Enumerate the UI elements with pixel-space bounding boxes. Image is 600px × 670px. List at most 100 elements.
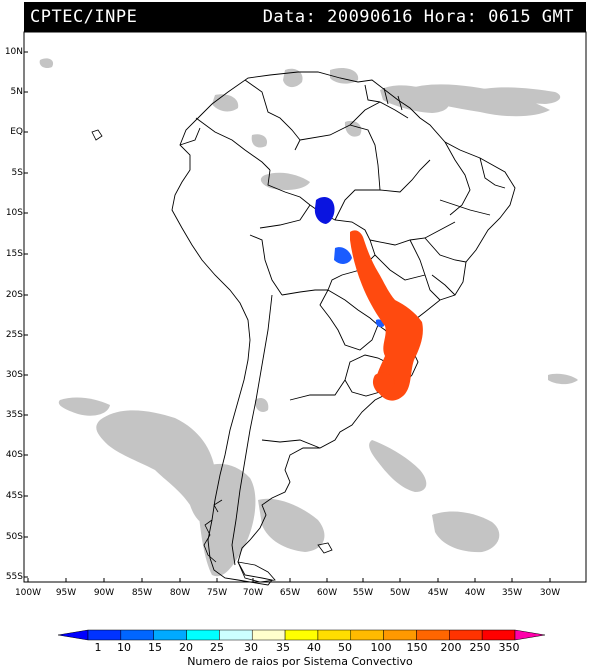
lat-label: 55S xyxy=(5,572,23,582)
lon-label: 35W xyxy=(501,588,523,598)
cloud-amazon xyxy=(260,172,310,190)
border-chile-argentina xyxy=(231,294,273,566)
legend-value: 10 xyxy=(117,641,131,654)
legend-value: 250 xyxy=(469,641,491,654)
border-peru-brazil xyxy=(267,169,311,206)
islands xyxy=(91,129,333,583)
legend-swatch xyxy=(350,629,384,641)
cloud-west-amazon xyxy=(251,134,268,148)
border-brazil-states-2 xyxy=(369,221,456,246)
cloud-patch-2 xyxy=(344,120,362,137)
border-brazil-states-4 xyxy=(374,254,426,281)
border-brazil-states-12 xyxy=(259,204,311,229)
map-header: CPTEC/INPE Data: 20090616 Hora: 0615 GMT xyxy=(24,2,586,32)
border-paraguay xyxy=(319,289,379,351)
legend-swatch xyxy=(87,629,122,641)
cloud-patch-1 xyxy=(254,398,269,412)
lat-label: 15S xyxy=(5,249,23,259)
lon-label: 50W xyxy=(389,588,411,598)
legend-swatch xyxy=(57,629,89,641)
lon-label: 70W xyxy=(242,588,264,598)
legend-swatch xyxy=(317,629,352,641)
axis-ticks xyxy=(24,51,551,582)
border-brazil-states-7 xyxy=(479,157,506,189)
border-guianas xyxy=(364,84,403,111)
legend-value: 30 xyxy=(244,641,258,654)
cloud-cover xyxy=(39,58,578,577)
legend-value: 350 xyxy=(498,641,520,654)
cloud-atlantic-east xyxy=(478,87,561,104)
agency-title: CPTEC/INPE xyxy=(30,7,138,27)
map-frame xyxy=(23,31,587,583)
legend-value: 50 xyxy=(338,641,352,654)
legend-value: 15 xyxy=(148,641,162,654)
lat-label: 5S xyxy=(11,168,23,178)
border-bolivia-south xyxy=(281,289,328,296)
lat-label: 10N xyxy=(4,47,23,57)
legend-swatch xyxy=(186,629,220,641)
legend-value: 25 xyxy=(210,641,224,654)
lat-label: 40S xyxy=(5,450,23,460)
legend-title: Numero de raios por Sistema Convectivo xyxy=(187,655,413,668)
lon-label: 95W xyxy=(55,588,77,598)
cloud-atlantic-southeast xyxy=(432,511,500,553)
lon-label: 80W xyxy=(169,588,191,598)
border-brazil-states-9 xyxy=(424,237,467,263)
south-america-coastline xyxy=(171,71,516,586)
lat-label: 10S xyxy=(5,208,23,218)
falklands xyxy=(317,542,333,554)
lon-label: 55W xyxy=(352,588,374,598)
legend-swatch xyxy=(416,629,450,641)
cloud-patagonia-pacific xyxy=(96,410,220,525)
cloud-atlantic-south xyxy=(369,440,427,492)
lon-label: 90W xyxy=(93,588,115,598)
lon-label: 60W xyxy=(316,588,338,598)
cloud-south-andes xyxy=(198,463,256,577)
date-time-label: Data: 20090616 Hora: 0615 GMT xyxy=(262,7,574,27)
legend-value: 20 xyxy=(179,641,193,654)
border-brazil-states-10 xyxy=(431,274,456,296)
legend-swatch xyxy=(219,629,253,641)
border-peru-bolivia xyxy=(249,234,283,296)
cloud-north-atlantic xyxy=(405,84,550,117)
storm-blue-north xyxy=(314,197,335,224)
convective-systems xyxy=(314,197,423,401)
legend-value: 35 xyxy=(276,641,290,654)
lat-label: 5N xyxy=(10,87,23,97)
lon-label: 30W xyxy=(539,588,561,598)
lon-label: 40W xyxy=(464,588,486,598)
legend-swatch xyxy=(449,629,483,641)
legend-value: 40 xyxy=(307,641,321,654)
border-brazil-states-8 xyxy=(439,199,491,216)
chile-fjords xyxy=(203,499,223,563)
lat-label: 25S xyxy=(5,330,23,340)
legend-value: 100 xyxy=(370,641,392,654)
legend-value: 200 xyxy=(440,641,462,654)
legend-value: 150 xyxy=(406,641,428,654)
border-colombia-peru xyxy=(195,117,271,171)
legend-swatch xyxy=(153,629,187,641)
legend-swatch xyxy=(383,629,417,641)
lon-label: 100W xyxy=(14,588,42,598)
lat-label: 50S xyxy=(5,532,23,542)
lat-label: 35S xyxy=(5,410,23,420)
border-argentina-provinces xyxy=(289,379,346,401)
galapagos xyxy=(91,129,103,141)
lon-label: 85W xyxy=(131,588,153,598)
tierra-del-fuego xyxy=(237,561,276,583)
lat-label: 20S xyxy=(5,290,23,300)
border-argentina-provinces-2 xyxy=(261,439,321,449)
border-brazil-states-11 xyxy=(349,124,381,191)
cloud-east-small xyxy=(548,373,578,385)
lon-label: 65W xyxy=(279,588,301,598)
lat-label: EQ xyxy=(10,127,23,137)
lon-label: 75W xyxy=(206,588,228,598)
legend-value: 1 xyxy=(94,641,102,654)
legend-swatch xyxy=(514,629,546,641)
cloud-sw-pacific xyxy=(58,397,110,416)
legend-swatch xyxy=(284,629,319,641)
cloud-venezuela xyxy=(330,68,359,84)
border-brazil-north xyxy=(299,101,409,141)
legend-swatch xyxy=(481,629,516,641)
